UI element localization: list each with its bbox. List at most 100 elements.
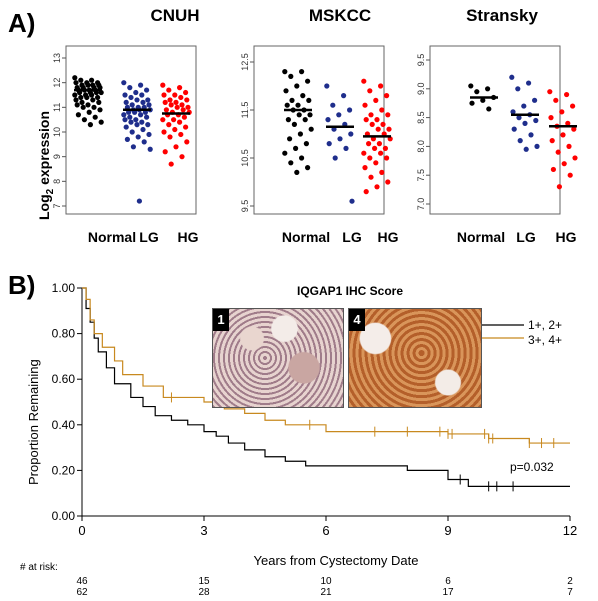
data-point	[129, 102, 135, 108]
data-point	[386, 126, 392, 132]
data-point	[140, 99, 146, 105]
data-point	[468, 83, 474, 89]
data-point	[134, 122, 140, 128]
ihc-label-1: 1	[213, 309, 229, 331]
data-point	[79, 99, 85, 105]
p-value: p=0.032	[510, 460, 554, 474]
at-risk-value: 6	[445, 576, 451, 587]
at-risk-label: # at risk:	[20, 562, 58, 573]
data-point	[300, 93, 306, 99]
data-point	[181, 114, 187, 120]
legend-label-high: 3+, 4+	[528, 333, 563, 347]
data-point	[127, 114, 133, 120]
data-point	[570, 103, 576, 109]
km-curve-1	[82, 287, 570, 444]
data-point	[146, 102, 152, 108]
data-point	[121, 80, 127, 86]
data-point	[291, 121, 297, 127]
data-point	[572, 155, 578, 161]
ihc-image-score-1: 1	[212, 308, 344, 408]
data-point	[369, 121, 375, 127]
data-point	[368, 174, 374, 180]
data-point	[145, 122, 151, 128]
data-point	[378, 150, 384, 156]
at-risk-value: 2	[567, 576, 573, 587]
y-tick-label: 8	[52, 179, 62, 184]
data-point	[289, 97, 295, 103]
data-point	[534, 143, 540, 149]
at-risk-value: 62	[76, 587, 88, 598]
data-point	[168, 161, 174, 167]
ihc-image-score-4: 4	[348, 308, 482, 408]
cat-normal-stransky: Normal	[456, 229, 506, 245]
data-point	[366, 141, 372, 147]
data-point	[509, 74, 515, 80]
y-tick-label: 0.60	[52, 372, 76, 386]
data-point	[163, 107, 169, 113]
data-point	[284, 102, 290, 108]
km-curve-0	[82, 287, 570, 487]
data-point	[90, 97, 96, 103]
data-point	[136, 198, 142, 204]
plot-frame	[429, 45, 561, 215]
data-point	[139, 119, 145, 125]
data-point	[528, 132, 534, 138]
data-point	[85, 102, 91, 108]
cat-hg-stransky: HG	[555, 229, 577, 245]
data-point	[172, 126, 178, 133]
data-point	[555, 149, 561, 155]
data-point	[180, 107, 186, 113]
y-tick-label: 12	[52, 78, 62, 88]
at-risk-table: 46 15 10 6 2 62 28 21 17 7	[0, 576, 598, 600]
data-point	[141, 139, 147, 145]
data-point	[375, 126, 381, 132]
y-tick-label: 11	[52, 103, 62, 112]
data-point	[332, 155, 338, 161]
data-point	[144, 114, 150, 120]
data-point	[183, 89, 189, 96]
data-point	[385, 179, 391, 185]
data-point	[73, 97, 79, 103]
data-point	[122, 92, 128, 98]
data-point	[75, 112, 81, 118]
data-point	[560, 132, 566, 138]
data-point	[122, 117, 128, 123]
data-point	[511, 126, 517, 132]
scatter-plot-cnuh: 7 8 9 10 11 12 13	[52, 45, 197, 215]
y-tick-label: 9.5	[416, 54, 426, 67]
data-point	[121, 112, 127, 118]
data-point	[567, 172, 573, 178]
data-point	[89, 92, 95, 98]
data-point	[295, 102, 301, 108]
data-point	[172, 92, 178, 98]
data-point	[337, 136, 343, 142]
data-point	[305, 165, 311, 171]
data-point	[486, 106, 492, 112]
data-point	[533, 117, 539, 124]
chart-title-mskcc: MSKCC	[308, 6, 372, 25]
data-point	[85, 82, 91, 88]
data-point	[138, 82, 144, 88]
data-point	[485, 86, 491, 92]
data-point	[296, 112, 302, 118]
y-tick-label: 0.40	[52, 418, 76, 432]
data-point	[287, 136, 293, 142]
data-point	[363, 117, 369, 123]
at-risk-value: 21	[320, 587, 332, 598]
data-point	[81, 117, 87, 123]
data-point	[285, 117, 291, 123]
ihc-label-4: 4	[349, 309, 365, 331]
x-tick-label: 12	[563, 523, 577, 538]
y-tick-label: 7	[52, 203, 62, 208]
data-point	[91, 104, 97, 110]
data-point	[384, 93, 390, 99]
data-point	[123, 124, 129, 130]
data-point	[129, 129, 135, 135]
scatter-plot-mskcc: 9.5 10.5 11.5 12.5	[240, 45, 393, 215]
data-point	[382, 145, 388, 151]
data-point	[167, 134, 173, 140]
data-point	[72, 75, 78, 81]
y-tick-label: 10.5	[240, 149, 250, 167]
data-point	[559, 109, 565, 115]
data-point	[510, 109, 516, 115]
